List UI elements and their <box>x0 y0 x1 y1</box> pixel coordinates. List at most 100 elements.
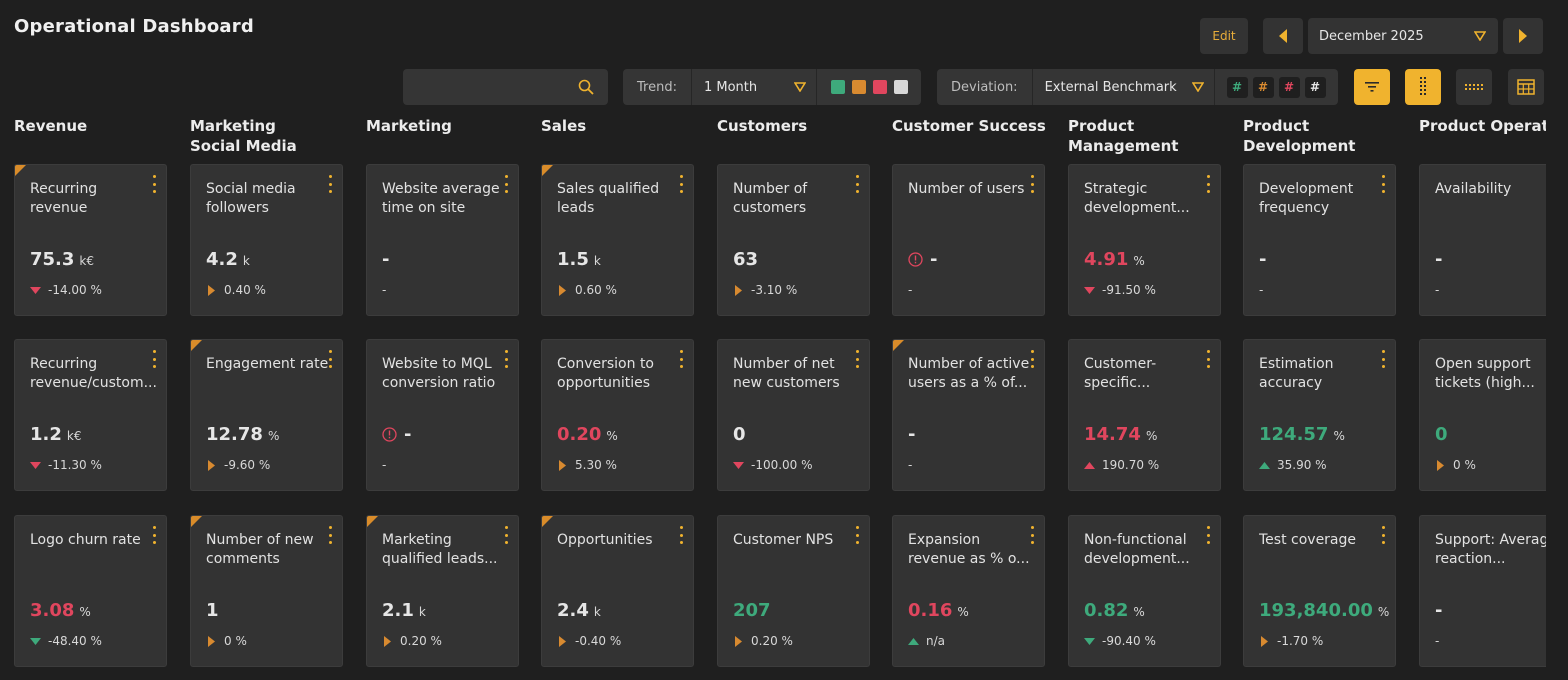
filter-button[interactable] <box>1354 69 1390 105</box>
kpi-card[interactable]: Availability - - <box>1419 164 1546 316</box>
next-month-button[interactable] <box>1503 18 1543 54</box>
page-title: Operational Dashboard <box>14 16 254 37</box>
kpi-card[interactable]: Recurring revenue/custom... 1.2 k€ -11.30 % <box>14 339 167 491</box>
more-options-icon[interactable] <box>1377 526 1389 544</box>
more-options-icon[interactable] <box>1377 175 1389 193</box>
kpi-card[interactable]: Customer-specific... 14.74% 190.70 % <box>1068 339 1221 491</box>
kpi-name: Non-functional development... <box>1084 532 1190 567</box>
more-options-icon[interactable] <box>324 350 336 368</box>
kpi-delta: - <box>382 283 387 297</box>
more-options-icon[interactable] <box>851 350 863 368</box>
deviation-toggle[interactable]: # <box>1226 76 1248 98</box>
kpi-delta-row: 35.90 % <box>1259 458 1327 472</box>
warning-icon <box>382 427 397 442</box>
more-options-icon[interactable] <box>148 175 160 193</box>
kpi-card[interactable]: Website average time on site - - <box>366 164 519 316</box>
kpi-card[interactable]: Estimation accuracy 124.57% 35.90 % <box>1243 339 1396 491</box>
kpi-value-row: 63 <box>733 249 758 270</box>
kpi-delta-row: -11.30 % <box>30 458 102 472</box>
more-options-icon[interactable] <box>1202 526 1214 544</box>
kpi-value-row: 207 <box>733 600 771 621</box>
kpi-unit: k <box>242 254 250 268</box>
trend-swatch[interactable] <box>893 80 908 94</box>
kpi-card[interactable]: Customer NPS 207 0.20 % <box>717 515 870 667</box>
kpi-value-row: 4.2 k <box>206 249 250 270</box>
more-options-icon[interactable] <box>851 526 863 544</box>
kpi-card[interactable]: Marketing qualified leads... 2.1 k 0.20 % <box>366 515 519 667</box>
kpi-card[interactable]: Open support tickets (high... 0 0 % <box>1419 339 1546 491</box>
kpi-card[interactable]: Number of users - - <box>892 164 1045 316</box>
kpi-name: Customer-specific... <box>1084 356 1157 391</box>
deviation-select[interactable]: External Benchmark <box>1033 69 1215 105</box>
kpi-card[interactable]: Conversion to opportunities 0.20% 5.30 % <box>541 339 694 491</box>
more-options-icon[interactable] <box>1026 175 1038 193</box>
search-box <box>403 69 608 105</box>
kpi-card[interactable]: Opportunities 2.4 k -0.40 % <box>541 515 694 667</box>
trend-flat-icon <box>208 459 215 471</box>
deviation-toggle[interactable]: # <box>1252 76 1274 98</box>
kpi-name: Sales qualified leads <box>557 181 660 216</box>
kpi-card[interactable]: Recurring revenue 75.3 k€ -14.00 % <box>14 164 167 316</box>
search-icon[interactable] <box>578 79 594 95</box>
more-options-icon[interactable] <box>1026 526 1038 544</box>
month-select[interactable]: December 2025 <box>1308 18 1498 54</box>
kpi-card[interactable]: Website to MQL conversion ratio - - <box>366 339 519 491</box>
kpi-value-row: 75.3 k€ <box>30 249 94 270</box>
kpi-delta: -14.00 % <box>48 283 102 297</box>
kpi-delta-row: n/a <box>908 634 945 648</box>
kpi-card[interactable]: Number of net new customers 0 -100.00 % <box>717 339 870 491</box>
more-options-icon[interactable] <box>324 526 336 544</box>
kpi-unit: % <box>1133 254 1145 268</box>
horizontal-layout-button[interactable] <box>1456 69 1492 105</box>
more-options-icon[interactable] <box>148 350 160 368</box>
kpi-card[interactable]: Number of new comments 1 0 % <box>190 515 343 667</box>
more-options-icon[interactable] <box>500 350 512 368</box>
kpi-card[interactable]: Number of active users as a % of... - - <box>892 339 1045 491</box>
kpi-card[interactable]: Engagement rate 12.78% -9.60 % <box>190 339 343 491</box>
more-options-icon[interactable] <box>675 175 687 193</box>
more-options-icon[interactable] <box>1377 350 1389 368</box>
more-options-icon[interactable] <box>675 350 687 368</box>
kpi-card[interactable]: Number of customers 63 -3.10 % <box>717 164 870 316</box>
kpi-value-row: 0.20% <box>557 424 618 445</box>
more-options-icon[interactable] <box>675 526 687 544</box>
table-view-button[interactable] <box>1508 69 1544 105</box>
flag-corner-icon <box>191 516 202 527</box>
kpi-card[interactable]: Logo churn rate 3.08% -48.40 % <box>14 515 167 667</box>
kpi-card[interactable]: Development frequency - - <box>1243 164 1396 316</box>
kpi-value: 1.5 <box>557 249 589 270</box>
trend-select[interactable]: 1 Month <box>692 69 817 105</box>
more-options-icon[interactable] <box>148 526 160 544</box>
kpi-value-row: 4.91% <box>1084 249 1145 270</box>
trend-swatch[interactable] <box>872 80 887 94</box>
trend-swatch[interactable] <box>851 80 866 94</box>
trend-flat-icon <box>735 284 742 296</box>
deviation-toggle[interactable]: # <box>1304 76 1326 98</box>
kpi-value-row: 2.1 k <box>382 600 426 621</box>
search-input[interactable] <box>403 69 563 105</box>
more-options-icon[interactable] <box>851 175 863 193</box>
kpi-card[interactable]: Test coverage 193,840.00% -1.70 % <box>1243 515 1396 667</box>
kpi-value-row: 1.5 k <box>557 249 601 270</box>
kpi-card[interactable]: Social media followers 4.2 k 0.40 % <box>190 164 343 316</box>
more-options-icon[interactable] <box>1026 350 1038 368</box>
more-options-icon[interactable] <box>1202 175 1214 193</box>
kpi-card[interactable]: Non-functional development... 0.82% -90.40… <box>1068 515 1221 667</box>
more-options-icon[interactable] <box>500 526 512 544</box>
trend-swatch[interactable] <box>830 80 845 94</box>
kpi-card[interactable]: Strategic development... 4.91% -91.50 % <box>1068 164 1221 316</box>
more-options-icon[interactable] <box>324 175 336 193</box>
edit-button[interactable]: Edit <box>1200 18 1248 54</box>
kpi-card[interactable]: Expansion revenue as % o... 0.16% n/a <box>892 515 1045 667</box>
vertical-dots-icon <box>1420 77 1426 95</box>
previous-month-button[interactable] <box>1263 18 1303 54</box>
more-options-icon[interactable] <box>500 175 512 193</box>
vertical-layout-button[interactable] <box>1405 69 1441 105</box>
deviation-toggle[interactable]: # <box>1278 76 1300 98</box>
kpi-card[interactable]: Sales qualified leads 1.5 k 0.60 % <box>541 164 694 316</box>
kpi-delta-row: -100.00 % <box>733 458 813 472</box>
more-options-icon[interactable] <box>1202 350 1214 368</box>
trend-flat-icon <box>384 635 391 647</box>
kpi-card[interactable]: Support: Average reaction... - - <box>1419 515 1546 667</box>
